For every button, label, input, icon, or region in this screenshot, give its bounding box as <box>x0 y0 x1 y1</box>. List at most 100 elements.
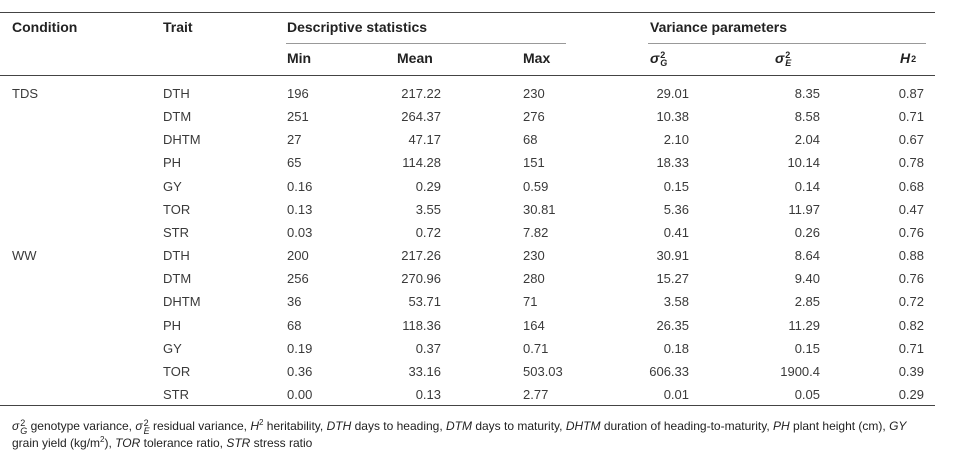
value-cell: 217.22 <box>401 86 441 101</box>
text-segment: heritability, <box>263 419 327 433</box>
value-cell: 11.29 <box>788 317 820 333</box>
text-segment: stress ratio <box>250 436 313 450</box>
subscript: G <box>20 425 28 436</box>
value-cell: 0.18 <box>663 340 689 356</box>
subscript: E <box>143 425 150 436</box>
value-cell: 0.36 <box>287 363 313 379</box>
value-cell: 0.13 <box>415 386 441 402</box>
value-cell: 230 <box>523 248 545 264</box>
text-segment: plant height (cm), <box>789 419 890 433</box>
trait: TOR <box>163 201 191 217</box>
text-segment: σ <box>135 419 143 433</box>
value-cell: 71 <box>523 294 538 310</box>
value-cell: 256 <box>287 271 309 287</box>
value-cell: 0.29 <box>415 178 441 194</box>
value-cell: 8.64 <box>794 248 820 264</box>
trait: DTH <box>163 86 190 101</box>
value-cell: 276 <box>523 109 545 125</box>
text-segment: 2 <box>259 418 264 427</box>
header-condition: Condition <box>12 19 78 35</box>
value-cell: 33.16 <box>408 363 441 379</box>
top-rule <box>0 12 935 13</box>
text-segment: grain yield (kg/m <box>12 436 101 450</box>
value-cell: 151 <box>523 155 545 171</box>
value-cell: 8.58 <box>794 109 820 125</box>
text-segment: STR <box>226 436 251 450</box>
text-segment: DTM <box>446 419 472 433</box>
text-segment: σ <box>650 50 660 66</box>
value-cell: 0.76 <box>898 224 924 240</box>
value-cell: 217.26 <box>401 248 441 264</box>
group-rule <box>648 43 926 44</box>
text-segment: ), <box>104 436 116 450</box>
value-cell: 118.36 <box>402 317 441 333</box>
value-cell: 0.78 <box>898 155 924 171</box>
text-segment: DHTM <box>565 419 601 433</box>
text-segment: days to maturity, <box>472 419 566 433</box>
column-header: Mean <box>397 49 433 67</box>
value-cell: 5.36 <box>663 201 689 217</box>
footnote: grain yield (kg/m2), TOR tolerance ratio… <box>12 431 312 452</box>
value-cell: 27 <box>287 132 302 148</box>
header-group: Variance parameters <box>650 19 787 35</box>
value-cell: 200 <box>287 248 309 264</box>
value-cell: 0.72 <box>415 224 441 240</box>
text-segment: H <box>250 419 259 433</box>
cell-text: Min <box>287 50 312 66</box>
value-cell: 2.04 <box>794 132 820 148</box>
value-cell: 164 <box>523 317 545 333</box>
value-cell: 0.26 <box>794 224 820 240</box>
value-cell: 0.13 <box>287 201 313 217</box>
value-cell: 8.35 <box>794 86 820 101</box>
trait: PH <box>163 317 182 333</box>
trait: DTM <box>163 271 192 287</box>
value-cell: 270.96 <box>401 271 441 287</box>
trait: PH <box>163 155 182 171</box>
text-segment: DTH <box>326 419 352 433</box>
text-segment: σ <box>775 50 785 66</box>
value-cell: 0.41 <box>663 224 689 240</box>
superscript: 2 <box>911 54 917 65</box>
value-cell: 11.97 <box>788 201 820 217</box>
value-cell: 3.55 <box>415 201 441 217</box>
value-cell: 0.01 <box>663 386 689 402</box>
superscript: 2 <box>143 417 149 428</box>
value-cell: 0.29 <box>898 386 924 402</box>
condition: WW <box>12 248 37 264</box>
value-cell: 0.88 <box>898 248 924 264</box>
value-cell: 15.27 <box>656 271 689 287</box>
value-cell: 65 <box>287 155 302 171</box>
value-cell: 3.58 <box>663 294 689 310</box>
text-segment: tolerance ratio, <box>140 436 227 450</box>
value-cell: 0.03 <box>287 224 313 240</box>
superscript: 2 <box>785 50 791 61</box>
value-cell: 18.33 <box>656 155 689 171</box>
value-cell: 29.01 <box>656 86 689 101</box>
condition: TDS <box>12 86 38 101</box>
value-cell: 0.37 <box>415 340 441 356</box>
text-segment: 2 <box>100 435 105 444</box>
value-cell: 0.82 <box>898 317 924 333</box>
cell-text: Max <box>523 50 551 66</box>
value-cell: 114.28 <box>402 155 441 171</box>
text-segment: σ <box>12 419 20 433</box>
value-cell: 9.40 <box>794 271 820 287</box>
value-cell: 30.81 <box>523 201 556 217</box>
value-cell: 0.14 <box>794 178 820 194</box>
text-segment: days to heading, <box>351 419 446 433</box>
value-cell: 0.71 <box>898 340 924 356</box>
value-cell: 0.76 <box>898 271 924 287</box>
value-cell: 30.91 <box>656 248 689 264</box>
value-cell: 251 <box>287 109 309 125</box>
value-cell: 0.72 <box>898 294 924 310</box>
value-cell: 26.35 <box>656 317 689 333</box>
script-stack: 2 <box>911 54 917 65</box>
trait: TOR <box>163 363 191 379</box>
trait: DTH <box>163 248 190 264</box>
value-cell: 0.15 <box>663 178 689 194</box>
